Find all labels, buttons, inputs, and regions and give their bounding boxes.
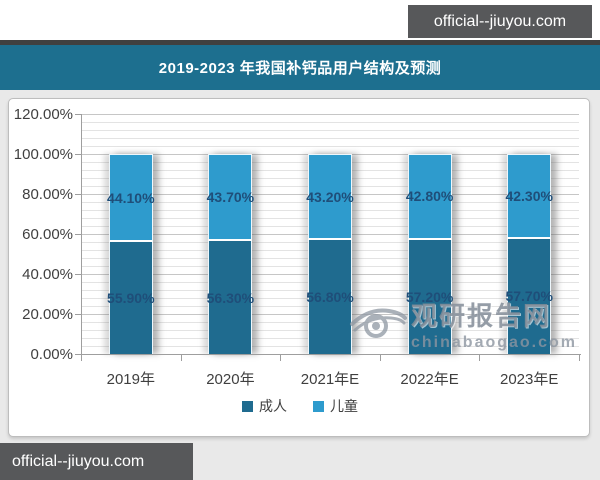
data-label: 44.10%	[107, 189, 155, 206]
y-axis-label: 0.00%	[30, 346, 73, 363]
watermark-top-text: official--jiuyou.com	[433, 12, 567, 30]
x-axis-tick	[379, 355, 381, 361]
watermark-bottom-text: official--jiuyou.com	[12, 452, 145, 470]
x-axis-tick	[81, 355, 82, 361]
data-label: 57.70%	[505, 288, 553, 305]
y-axis-tick	[75, 314, 81, 315]
bar-segment-成人: 57.70%	[505, 238, 553, 354]
minor-gridline	[81, 146, 579, 147]
x-axis-tick	[180, 355, 182, 361]
x-axis-tick	[479, 355, 481, 361]
bar-segment-儿童: 44.10%	[107, 154, 155, 243]
minor-gridline	[81, 130, 579, 131]
y-axis-tick	[75, 234, 81, 235]
y-axis-label: 60.00%	[22, 226, 73, 243]
legend-swatch-icon	[313, 400, 324, 412]
legend: 成人 儿童	[9, 396, 591, 416]
data-label: 43.70%	[206, 189, 255, 206]
bar-segment-成人: 56.30%	[206, 241, 255, 354]
legend-label: 成人	[259, 398, 287, 414]
plot-area: 44.10% 55.90% 43.70% 56.30% 43.20% 56.80% 42.8…	[81, 114, 579, 354]
y-axis-label: 120.00%	[13, 106, 73, 123]
y-axis-tick	[75, 154, 81, 155]
major-gridline	[81, 114, 579, 115]
watermark-top-right: official--jiuyou.com	[408, 5, 592, 38]
y-axis-label: 100.00%	[13, 146, 73, 163]
bar-segment-儿童: 42.30%	[505, 154, 553, 239]
legend-label: 儿童	[330, 398, 358, 414]
bar-2021年E: 43.20% 56.80%	[306, 154, 354, 354]
y-axis-label: 40.00%	[22, 266, 73, 283]
x-axis-label: 2023年E	[500, 371, 559, 388]
x-axis-line	[81, 354, 581, 355]
bar-segment-儿童: 43.20%	[306, 154, 354, 241]
data-label: 42.80%	[405, 188, 454, 205]
legend-item-儿童: 儿童	[313, 396, 358, 416]
data-label: 42.30%	[505, 187, 553, 204]
chart-container: 44.10% 55.90% 43.70% 56.30% 43.20% 56.80% 42.8…	[8, 98, 590, 437]
data-label: 56.30%	[206, 289, 255, 306]
y-axis-label: 80.00%	[22, 186, 73, 203]
chart-title: 2019-2023 年我国补钙品用户结构及预测	[158, 60, 442, 77]
x-axis-label: 2022年E	[400, 371, 459, 388]
bar-segment-儿童: 43.70%	[206, 154, 255, 242]
bar-segment-儿童: 42.80%	[405, 154, 454, 240]
minor-gridline	[81, 122, 579, 123]
bar-2022年E: 42.80% 57.20%	[405, 154, 454, 354]
data-label: 55.90%	[107, 290, 155, 307]
x-axis-label: 2021年E	[300, 371, 360, 388]
y-axis-tick	[75, 114, 81, 115]
bar-2023年E: 42.30% 57.70%	[505, 154, 553, 354]
y-axis-tick	[75, 274, 81, 275]
data-label: 56.80%	[306, 289, 354, 306]
data-label: 57.20%	[405, 288, 454, 305]
minor-gridline	[81, 138, 579, 139]
x-axis-tick	[579, 355, 580, 361]
watermark-bottom-left: official--jiuyou.com	[0, 443, 193, 480]
bar-2020年: 43.70% 56.30%	[206, 154, 255, 354]
bar-segment-成人: 57.20%	[405, 239, 454, 354]
x-axis-tick	[280, 355, 282, 361]
chart-title-bar: 2019-2023 年我国补钙品用户结构及预测	[0, 40, 600, 90]
y-axis-line	[81, 114, 82, 355]
y-axis-tick	[75, 194, 81, 195]
data-label: 43.20%	[306, 188, 354, 205]
bar-segment-成人: 55.90%	[107, 242, 155, 354]
bar-2019年: 44.10% 55.90%	[107, 154, 155, 354]
x-axis-label: 2019年	[106, 371, 155, 388]
y-axis-label: 20.00%	[22, 306, 73, 323]
x-axis-label: 2020年	[206, 371, 255, 388]
legend-item-成人: 成人	[242, 396, 287, 416]
y-axis-tick	[75, 354, 81, 355]
bar-segment-成人: 56.80%	[306, 240, 354, 354]
legend-swatch-icon	[242, 400, 253, 412]
